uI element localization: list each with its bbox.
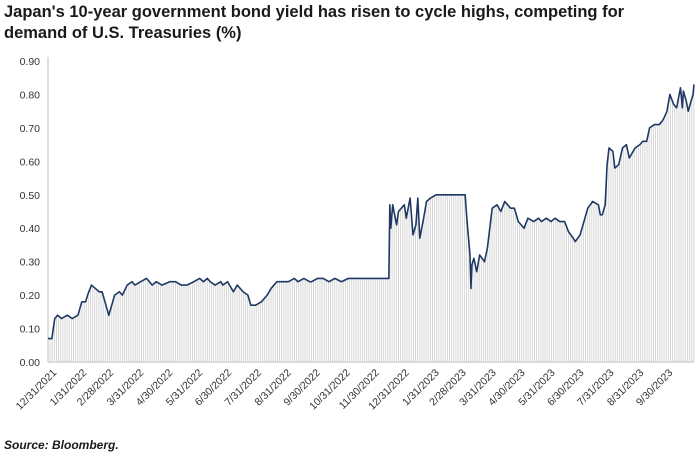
- y-tick-label: 0.90: [20, 56, 41, 68]
- y-tick-label: 0.10: [20, 324, 41, 336]
- y-tick-label: 0.50: [20, 190, 41, 202]
- y-tick-label: 0.70: [20, 123, 41, 135]
- source-note: Source: Bloomberg.: [4, 438, 119, 452]
- y-tick-label: 0.20: [20, 290, 41, 302]
- chart-title: Japan's 10-year government bond yield ha…: [4, 3, 625, 42]
- yield-line: [48, 84, 695, 340]
- axes: [47, 57, 694, 363]
- y-tick-label: 0.30: [20, 257, 41, 269]
- y-tick-label: 0.00: [20, 357, 41, 369]
- y-axis-ticks: 0.00 0.10 0.20 0.30 0.40 0.50 0.60 0.70 0.80 0.90: [20, 56, 41, 369]
- y-tick-label: 0.60: [20, 156, 41, 168]
- y-tick-label: 0.80: [20, 89, 41, 101]
- area-fill: [47, 86, 695, 362]
- x-axis-ticks: 12/31/20211/31/20222/28/20223/31/20224/3…: [14, 367, 676, 413]
- series-line: [48, 84, 695, 340]
- y-tick-label: 0.40: [20, 223, 41, 235]
